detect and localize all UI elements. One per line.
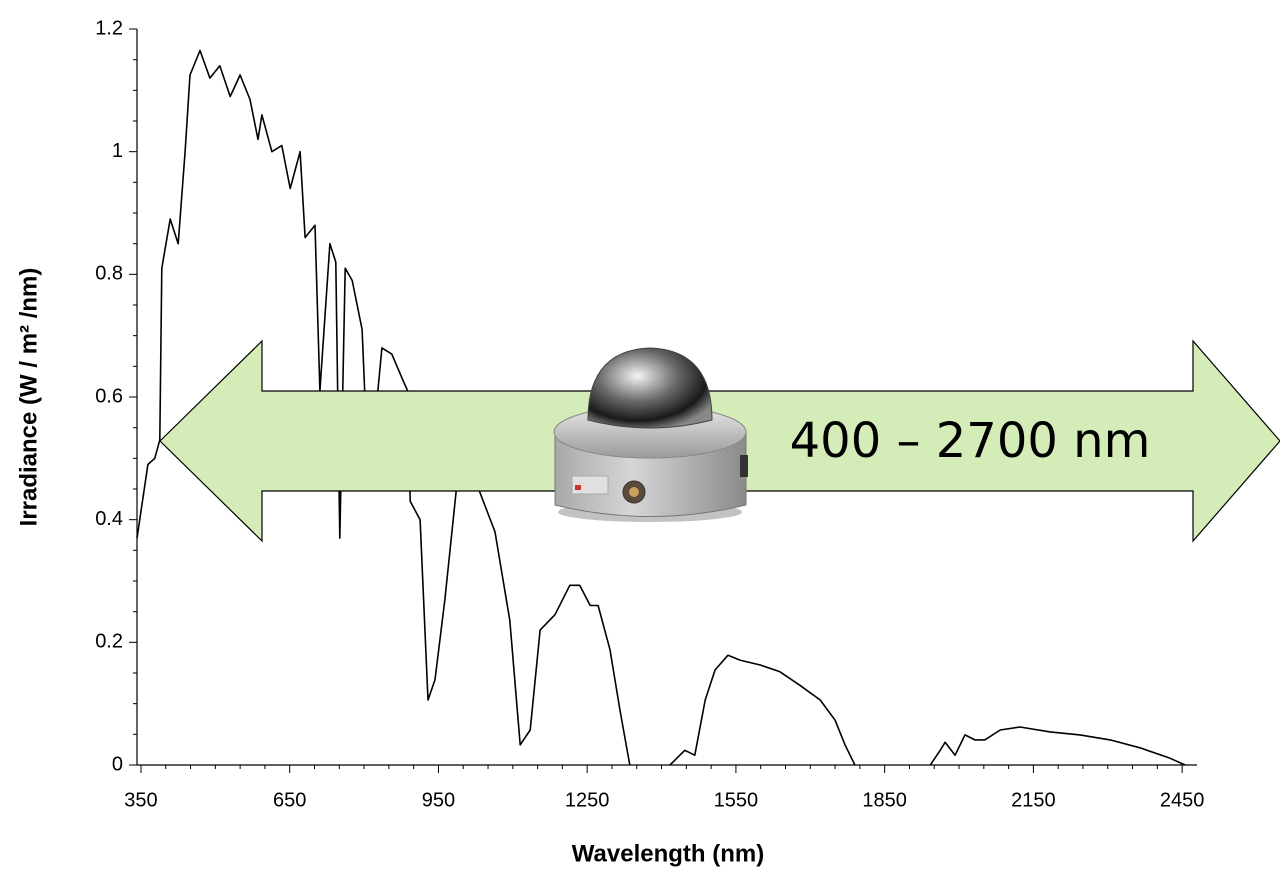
x-tick-label: 1250 — [565, 789, 610, 811]
spectrum-line — [136, 49, 1186, 766]
y-axis-title: Irradiance (W / m² /nm) — [15, 268, 42, 527]
y-tick-label: 0.6 — [95, 385, 123, 407]
x-tick-label: 950 — [422, 789, 455, 811]
x-tick-label: 650 — [273, 789, 306, 811]
x-tick-label: 1850 — [862, 789, 907, 811]
x-tick-label: 1550 — [714, 789, 759, 811]
plot-area — [136, 49, 1186, 766]
x-axis-title: Wavelength (nm) — [572, 840, 764, 867]
annotation: 400 – 2700 nm — [790, 413, 1151, 469]
y-tick-label: 0.2 — [95, 631, 123, 653]
y-tick-label: 0 — [112, 753, 123, 775]
x-tick-label: 2450 — [1160, 789, 1205, 811]
overlay: 400 – 2700 nm — [159, 339, 1280, 543]
y-tick-label: 0.4 — [95, 508, 123, 530]
y-tick-label: 1.2 — [95, 17, 123, 39]
axes: 0 0.2 0.4 0.6 0.8 1 1.2 350 650 950 1250 1550 1850 21… — [95, 17, 1204, 811]
x-tick-label: 350 — [124, 789, 157, 811]
y-tick-label: 1 — [112, 140, 123, 162]
y-tick-label: 0.8 — [95, 263, 123, 285]
pyranometer-image — [553, 347, 748, 522]
x-tick-label: 2150 — [1011, 789, 1056, 811]
